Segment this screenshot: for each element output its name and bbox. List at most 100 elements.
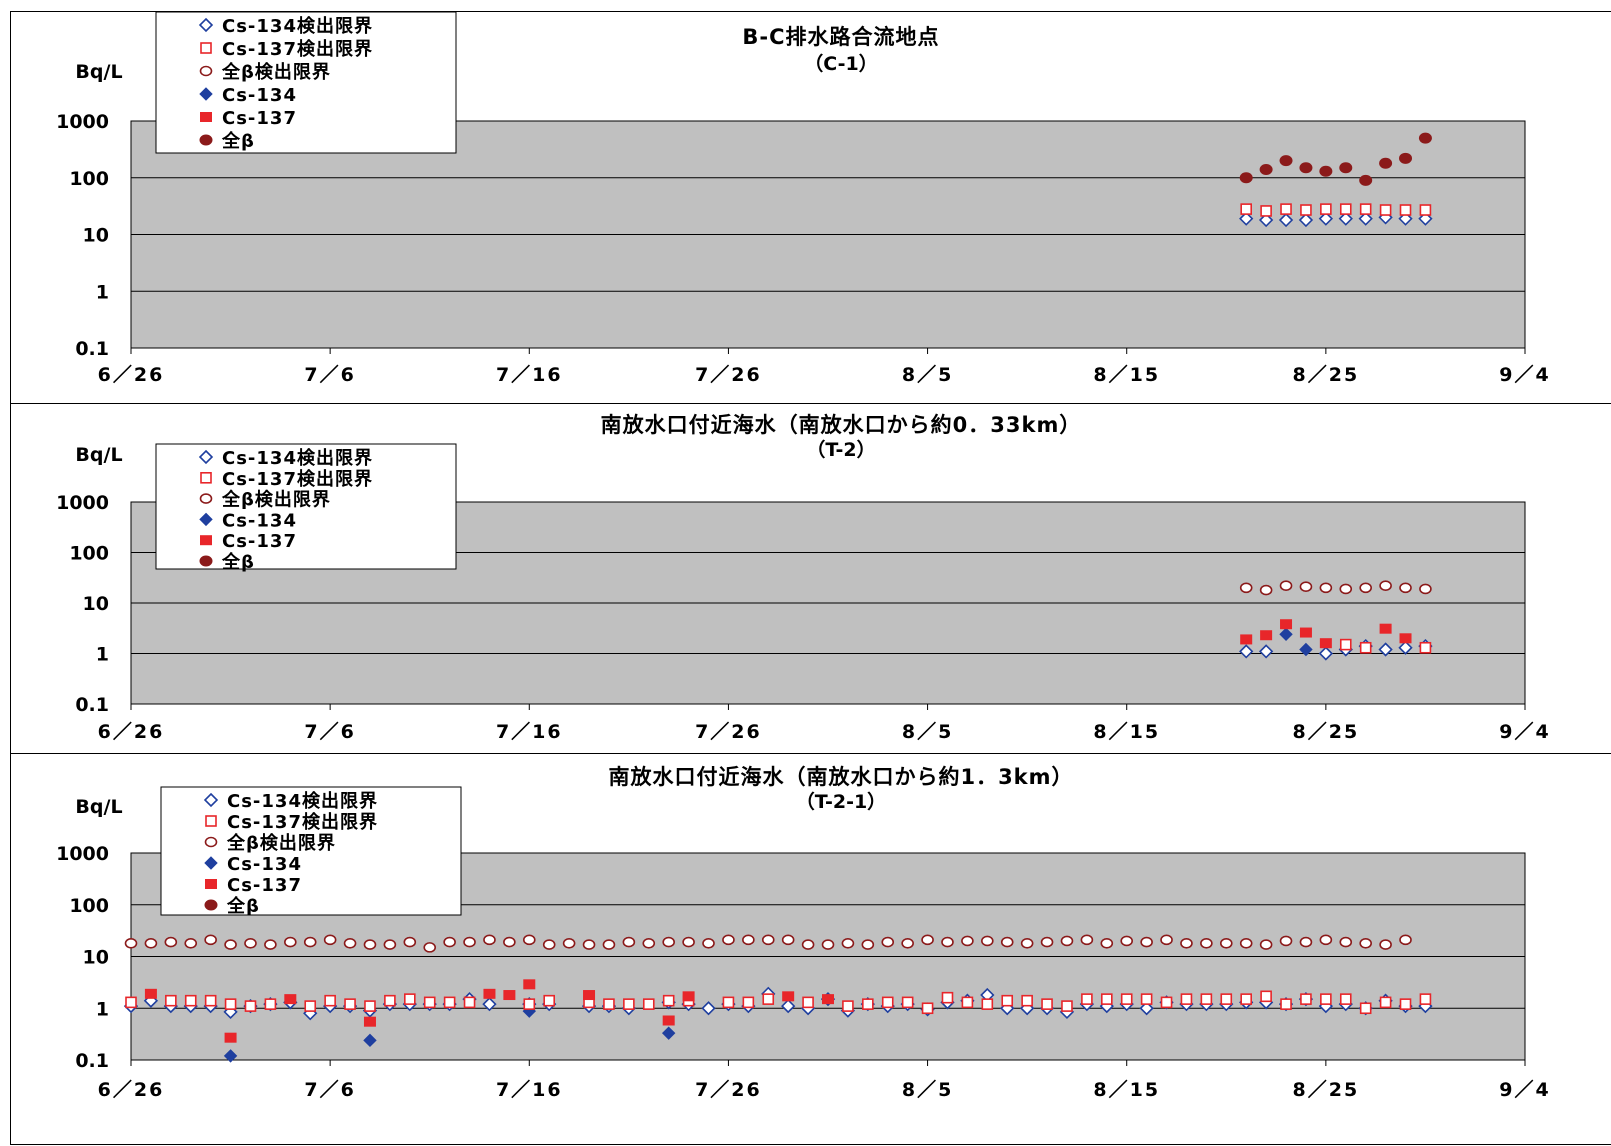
data-point — [841, 937, 855, 949]
data-point — [1319, 582, 1333, 594]
chart-t2: 1000 100 10 1 0.1 6／26 7／6 7／16 7／26 8／5 8／15 8／25 9… — [56, 413, 1549, 743]
data-point — [184, 994, 197, 1007]
data-point — [1320, 993, 1332, 1005]
data-point — [1318, 211, 1333, 226]
data-point — [1240, 634, 1253, 645]
data-point — [821, 939, 835, 950]
data-point — [1120, 993, 1133, 1005]
data-point — [662, 994, 675, 1007]
data-point — [1239, 211, 1254, 226]
data-point — [165, 994, 177, 1007]
data-point — [981, 935, 994, 947]
data-point — [1220, 993, 1233, 1005]
data-point — [1101, 993, 1113, 1005]
data-point — [423, 996, 436, 1009]
data-point — [403, 936, 417, 948]
x-tick-label: 7／6 — [304, 720, 355, 743]
data-point — [483, 988, 496, 999]
data-point — [1258, 212, 1274, 228]
data-point — [1180, 937, 1193, 949]
data-point — [842, 1000, 854, 1012]
data-point — [1379, 996, 1392, 1009]
data-point — [244, 1000, 257, 1012]
data-point — [781, 934, 795, 946]
data-point — [1359, 1002, 1372, 1015]
data-point — [1299, 642, 1313, 657]
legend-label: Cs-137 — [222, 531, 297, 552]
x-tick-label: 7／6 — [304, 363, 355, 386]
legend-label: Cs-134検出限界 — [227, 790, 378, 812]
series-全β検出限界 — [1239, 580, 1432, 596]
data-point — [1260, 630, 1273, 641]
x-tick-label: 7／16 — [496, 1078, 563, 1101]
x-tick-label: 7／26 — [695, 363, 762, 386]
data-point — [1399, 582, 1412, 594]
data-point — [323, 934, 337, 946]
data-point — [582, 939, 596, 950]
legend-marker — [198, 17, 214, 33]
legend-marker — [199, 493, 213, 504]
x-tick-label: 7／6 — [304, 1078, 355, 1101]
legend-marker — [205, 815, 217, 827]
data-point — [802, 996, 814, 1009]
data-point — [1280, 998, 1292, 1010]
legend-marker — [199, 87, 213, 101]
data-point — [981, 998, 994, 1010]
data-point — [1160, 934, 1173, 946]
y-tick-label: 1 — [96, 644, 109, 666]
legend-label: 全β検出限界 — [226, 832, 336, 854]
data-point — [363, 939, 377, 950]
x-tick-label: 8／25 — [1293, 363, 1360, 386]
legend-label: Cs-134検出限界 — [222, 15, 373, 37]
data-point — [204, 934, 217, 946]
data-point — [921, 1002, 934, 1015]
x-tick-label: 7／16 — [496, 363, 563, 386]
data-point — [801, 939, 815, 950]
data-point — [463, 936, 476, 948]
data-point — [224, 939, 237, 950]
legend-marker — [199, 134, 213, 146]
data-point — [503, 936, 516, 948]
y-unit-label: Bq/L — [75, 444, 122, 466]
data-point — [881, 936, 895, 948]
data-point — [224, 1032, 237, 1043]
chart-title: 南放水口付近海水（南放水口から約1．3km） — [608, 765, 1073, 789]
data-point — [1399, 204, 1412, 216]
data-point — [1060, 935, 1074, 947]
data-point — [682, 936, 695, 948]
data-point — [1200, 937, 1213, 949]
data-point — [1379, 157, 1393, 169]
data-point — [603, 998, 615, 1010]
data-point — [1319, 934, 1333, 946]
legend-label: Cs-137 — [227, 875, 302, 896]
data-point — [542, 939, 556, 950]
legend-marker — [203, 792, 219, 808]
data-point — [941, 991, 954, 1004]
data-point — [1358, 211, 1373, 226]
data-point — [1279, 155, 1293, 167]
data-point — [224, 998, 237, 1010]
data-point — [1399, 152, 1413, 164]
data-point — [1001, 994, 1014, 1007]
data-point — [1279, 627, 1293, 642]
legend-marker — [199, 555, 213, 567]
legend-box — [160, 786, 462, 916]
data-point — [682, 991, 695, 1002]
data-point — [324, 994, 336, 1007]
data-point — [1160, 996, 1173, 1009]
data-point — [1379, 580, 1392, 592]
x-tick-label: 8／15 — [1093, 1078, 1160, 1101]
data-point — [662, 936, 675, 948]
y-tick-label: 1000 — [56, 111, 109, 133]
x-tick-label: 8／15 — [1093, 363, 1160, 386]
data-point — [1339, 936, 1353, 948]
data-point — [1319, 638, 1332, 649]
y-tick-label: 1 — [96, 998, 109, 1020]
legend-marker — [204, 899, 218, 911]
data-point — [722, 934, 735, 946]
data-point — [1359, 582, 1372, 594]
data-point — [701, 1001, 716, 1016]
chart-subtitle: （C-1） — [804, 52, 878, 75]
legend-label: Cs-137検出限界 — [227, 811, 378, 833]
legend-label: Cs-134 — [222, 510, 297, 531]
